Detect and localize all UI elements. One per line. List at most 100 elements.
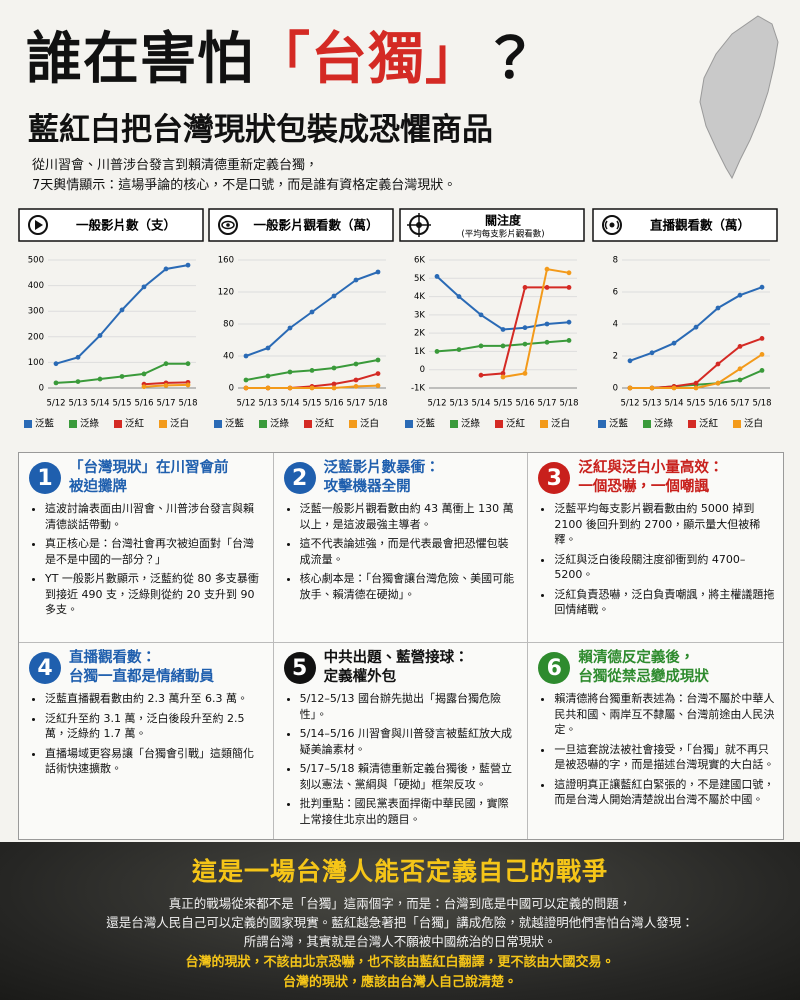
section: 3 泛紅與泛白小量高效： 一個恐嚇，一個嘲諷泛藍平均每支影片觀看數由約 5000 掉… (528, 453, 783, 643)
chart-subtitle: (平均每支影片觀看數) (461, 229, 544, 240)
legend-label: 泛白 (360, 418, 379, 430)
data-point (163, 383, 169, 388)
section-title-line: 定義權外包 (323, 669, 397, 685)
section: 4 直播觀看數： 台獨一直都是情緒動員泛藍直播觀看數由約 2.3 萬升至 6.3 萬… (19, 643, 274, 839)
chart-title: 直播觀看數（萬） (650, 218, 750, 233)
icon (28, 215, 48, 235)
y-tick-label: 80 (223, 320, 234, 330)
data-point (759, 352, 765, 357)
legend-swatch (69, 420, 77, 428)
legend-label: 泛綠 (270, 418, 290, 430)
data-point (185, 262, 191, 268)
x-tick-label: 5/18 (559, 399, 578, 409)
data-point (522, 370, 528, 376)
section-number: 2 (283, 462, 316, 494)
x-tick-label: 5/18 (752, 399, 771, 409)
icon (604, 220, 620, 230)
map-shape (699, 15, 779, 180)
bullet: 核心劇本是：「台獨會讓台灣危險、美國可能放手、賴清德在硬拗」。 (300, 571, 520, 602)
data-point (500, 370, 506, 376)
bullet: 5/14–5/16 川習會與川普發言被藍紅放大成疑美論素材。 (300, 726, 520, 757)
data-point (693, 324, 699, 330)
bullet: 這證明真正讓藍紅白緊張的，不是建國口號，而是台灣人開始清楚說出台灣不屬於中國。 (554, 777, 775, 808)
bullet: YT 一般影片數顯示，泛藍約從 80 多支暴衝到接近 490 支，泛綠則從約 2… (45, 571, 265, 618)
section-title: 賴清德反定義後， 台獨從禁忌變成現狀 (578, 649, 709, 687)
data-point (759, 368, 765, 373)
section-title-line: 中共出題、藍營接球： (323, 650, 469, 666)
data-point (331, 365, 337, 371)
data-point (737, 292, 743, 298)
x-tick-label: 5/15 (686, 399, 705, 409)
legend-label: 泛藍 (225, 418, 245, 430)
section: 6 賴清德反定義後， 台獨從禁忌變成現狀賴清德將台獨重新表述為：台灣不屬於中華人民共… (528, 643, 783, 839)
y-tick-label: 160 (218, 256, 234, 266)
bullet: 直播場域更容易讓「台獨會引戰」這類簡化話術快速擴散。 (45, 746, 265, 777)
footer-conclusion: 台灣的現狀，不該由北京恐嚇，也不該由藍紅白翻譯，更不該由大國交易。 台灣的現狀，應… (0, 953, 800, 993)
y-tick-label: -1K (411, 384, 425, 394)
x-tick-label: 5/13 (449, 399, 468, 409)
data-point (309, 368, 315, 373)
chart-title: 一般影片數（支） (76, 218, 176, 233)
x-tick-label: 5/18 (368, 399, 387, 409)
legend-label: 泛紅 (699, 419, 719, 430)
y-tick-label: 500 (28, 256, 44, 266)
data-point (119, 374, 125, 379)
x-tick-label: 5/15 (112, 399, 131, 409)
data-point (737, 344, 743, 349)
legend-swatch (114, 420, 122, 428)
data-point (331, 385, 337, 391)
data-point (75, 379, 81, 384)
chart-title: 關注度 (485, 213, 522, 228)
legend-label: 泛白 (170, 418, 189, 430)
data-point (715, 361, 721, 367)
data-point (119, 307, 125, 313)
legend-swatch (688, 420, 696, 428)
legend-swatch (733, 420, 741, 428)
bullet: 泛紅與泛白後段關注度卻衝到約 4700–5200。 (554, 552, 775, 583)
intro-line: 從川習會、川普涉台發言到賴清德重新定義台獨， (32, 158, 319, 173)
data-point (353, 361, 359, 367)
sections: 1「台灣現狀」在川習會前被迫攤牌這波討論表面由川習會、川普涉台發言與賴清德談話帶… (18, 452, 784, 840)
y-tick-label: 5K (414, 274, 425, 284)
section-title-line: 台獨從禁忌變成現狀 (578, 669, 709, 685)
footer-line: 還是台灣人民自己可以定義的國家現實。藍紅越急著把「台獨」講成危險，就越證明他們害… (106, 915, 694, 930)
legend-swatch (643, 420, 651, 428)
legend-swatch (259, 420, 267, 428)
section-title: 中共出題、藍營接球： 定義權外包 (324, 649, 469, 687)
data-point (375, 357, 381, 363)
data-point (309, 309, 315, 315)
chart-tab (208, 208, 394, 242)
chart: 直播觀看數（萬） 0 2 4 6 8 5/12 5/13 5/14 5/15 5/16 5/17 5/1… (592, 208, 778, 430)
legend-swatch (540, 420, 548, 428)
legend-swatch (349, 420, 357, 428)
data-point (243, 377, 249, 383)
footer-line: 真正的戰場從來都不是「台獨」這兩個字，而是：台灣到底是中國可以定義的問題， (168, 896, 632, 911)
bullet: 5/17–5/18 賴清德重新定義台獨後，藍營立刻以憲法、黨綱與「硬拗」框架反攻… (300, 761, 520, 792)
bullet: 一旦這套說法被社會接受，「台獨」就不再只是被恐嚇的字，而是描述台灣現實的大白話。 (554, 742, 775, 773)
section-head: 4 直播觀看數： 台獨一直都是情緒動員 (29, 649, 265, 687)
data-point (287, 369, 293, 375)
data-point (141, 384, 147, 390)
bullet-list: 賴清德將台獨重新表述為：台灣不屬於中華人民共和國、兩岸互不隸屬、台灣前途由人民決… (538, 691, 775, 808)
data-point (649, 385, 655, 391)
y-tick-label: 200 (28, 332, 44, 342)
x-tick-label: 5/17 (346, 399, 365, 409)
data-point (97, 333, 103, 338)
section-title-line: 攻擊機器全開 (323, 479, 411, 495)
legend-label: 泛藍 (609, 418, 629, 430)
data-point (522, 285, 528, 290)
y-tick-label: 400 (28, 281, 44, 291)
x-tick-label: 5/12 (46, 399, 65, 409)
section-title-line: 台獨一直都是情緒動員 (69, 669, 214, 685)
y-tick-label: 0 (39, 384, 44, 394)
data-point (522, 325, 528, 331)
data-point (353, 377, 359, 383)
data-point (163, 266, 169, 272)
y-tick-label: 4K (414, 292, 425, 302)
data-point (243, 385, 249, 391)
y-tick-label: 1K (414, 347, 425, 357)
x-tick-label: 5/14 (280, 399, 299, 409)
data-point (693, 380, 699, 386)
section-title-line: 「台灣現狀」在川習會前 (69, 460, 229, 476)
